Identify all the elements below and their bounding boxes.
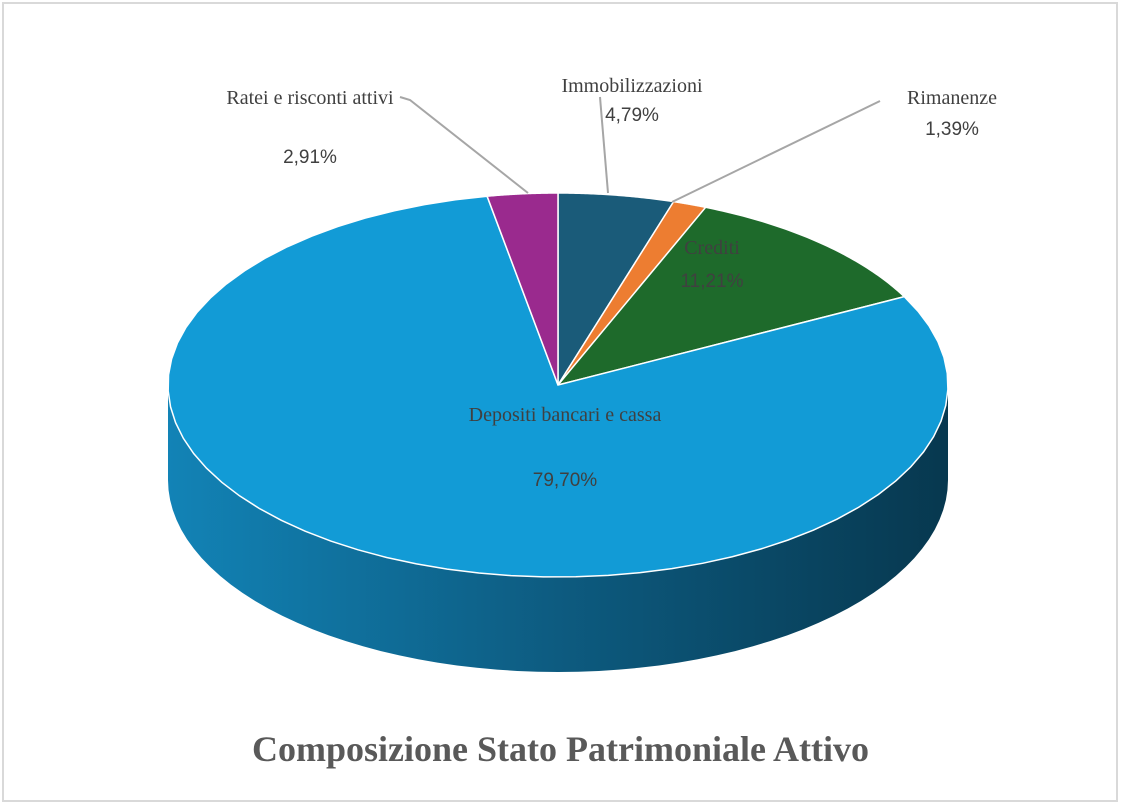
pie-slice <box>557 200 708 386</box>
value-label: 2,91% <box>283 147 337 168</box>
pie-slice <box>557 192 675 388</box>
value-label: 79,70% <box>532 470 598 491</box>
pie-slice <box>555 206 906 387</box>
slice-label: Immobilizzazioni <box>561 75 703 97</box>
value-label: 4,79% <box>605 105 659 126</box>
value-label: 11,21% <box>680 271 744 292</box>
slice-label: Depositi bancari e cassa <box>468 404 662 426</box>
pie-slice <box>486 192 559 386</box>
chart-title: Composizione Stato Patrimoniale Attivo <box>252 729 869 769</box>
leader-line <box>399 96 529 194</box>
leader-line <box>599 96 609 194</box>
slice-label: Ratei e risconti attivi <box>226 87 394 109</box>
slice-label: Crediti <box>684 237 740 259</box>
pie-slice <box>167 195 949 578</box>
leader-line <box>671 100 881 203</box>
slice-label: Rimanenze <box>907 87 997 109</box>
pie-side <box>168 385 948 672</box>
value-label: 1,39% <box>925 119 979 140</box>
